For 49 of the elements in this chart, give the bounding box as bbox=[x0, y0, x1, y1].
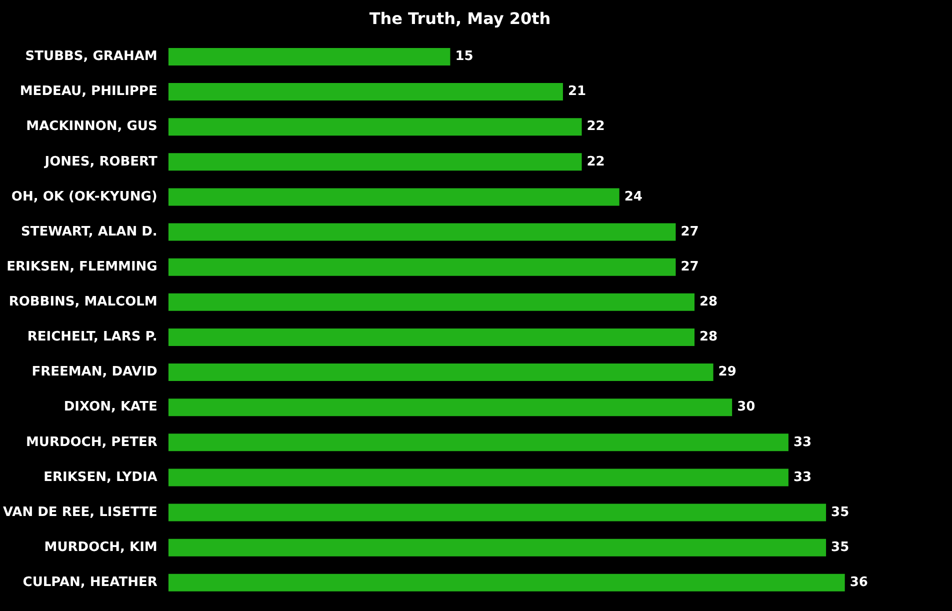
data-label: 15 bbox=[455, 49, 474, 64]
y-tick-label: DIXON, KATE bbox=[64, 400, 158, 415]
data-label: 29 bbox=[718, 364, 736, 380]
y-tick-label: MEDEAU, PHILIPPE bbox=[20, 84, 158, 100]
bar bbox=[168, 468, 788, 486]
bar bbox=[168, 328, 695, 346]
y-tick-label: REICHELT, LARS P. bbox=[27, 330, 158, 345]
data-label: 21 bbox=[568, 84, 586, 100]
y-tick-label: FREEMAN, DAVID bbox=[32, 364, 158, 380]
y-tick-label: ROBBINS, MALCOLM bbox=[8, 294, 158, 310]
y-tick-label: MURDOCH, KIM bbox=[44, 540, 158, 555]
bar bbox=[168, 83, 563, 101]
y-tick-label: STUBBS, GRAHAM bbox=[25, 49, 158, 64]
data-label: 28 bbox=[700, 294, 718, 310]
data-label: 30 bbox=[737, 400, 756, 415]
data-label: 33 bbox=[793, 434, 812, 450]
y-tick-label: ERIKSEN, LYDIA bbox=[44, 470, 158, 485]
data-label: 27 bbox=[680, 224, 699, 240]
y-tick-label: MURDOCH, PETER bbox=[26, 434, 158, 450]
y-tick-label: JONES, ROBERT bbox=[44, 154, 158, 170]
data-label: 35 bbox=[831, 504, 850, 520]
data-label: 27 bbox=[680, 259, 699, 274]
bar bbox=[168, 434, 788, 452]
bar bbox=[168, 258, 676, 276]
bar bbox=[168, 364, 714, 382]
y-tick-label: STEWART, ALAN D. bbox=[20, 224, 158, 240]
y-tick-label: MACKINNON, GUS bbox=[26, 119, 158, 134]
bar bbox=[168, 223, 676, 241]
y-tick-label: ERIKSEN, FLEMMING bbox=[6, 259, 158, 274]
bar bbox=[168, 538, 826, 556]
bar bbox=[168, 153, 582, 171]
bar bbox=[168, 188, 620, 206]
bar bbox=[168, 574, 845, 592]
y-tick-label: CULPAN, HEATHER bbox=[22, 575, 158, 590]
chart-title: The Truth, May 20th bbox=[369, 8, 551, 28]
y-tick-label: VAN DE REE, LISETTE bbox=[2, 504, 158, 520]
data-label: 24 bbox=[624, 189, 642, 204]
bar bbox=[168, 398, 732, 416]
y-tick-label: OH, OK (OK-KYUNG) bbox=[11, 189, 158, 204]
bar bbox=[168, 293, 695, 311]
data-label: 28 bbox=[700, 330, 718, 345]
bar bbox=[168, 118, 582, 136]
data-label: 22 bbox=[586, 119, 605, 134]
data-label: 22 bbox=[586, 154, 605, 170]
data-label: 36 bbox=[850, 575, 868, 590]
data-label: 35 bbox=[831, 540, 850, 555]
bar bbox=[168, 48, 450, 66]
data-label: 33 bbox=[793, 470, 812, 485]
bar bbox=[168, 504, 826, 522]
